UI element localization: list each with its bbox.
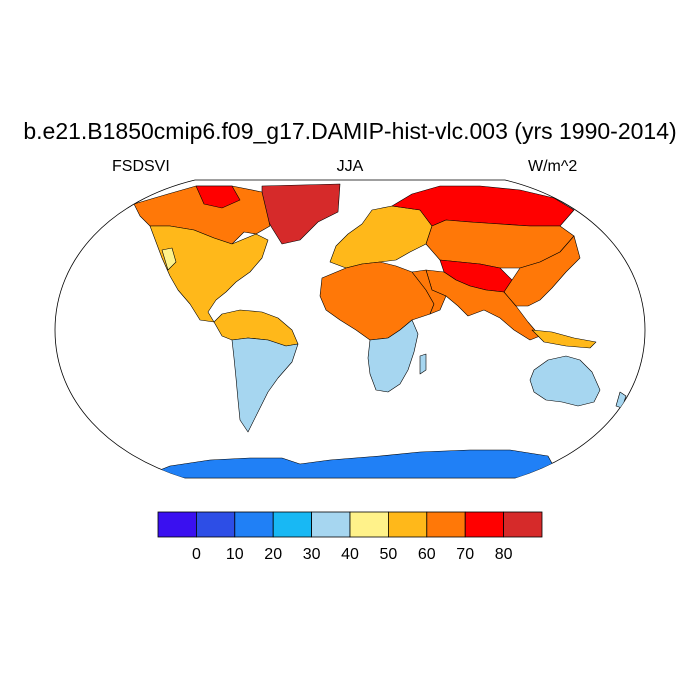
colorbar-box [426,511,466,538]
colorbar-box [157,511,197,538]
region-south-america-south [231,337,299,433]
region-south-asia [425,269,541,341]
colorbar-box [272,511,313,538]
colorbar-box [195,511,236,538]
figure-title: b.e21.B1850cmip6.f09_g17.DAMIP-hist-vlc.… [23,118,677,144]
region-western-north-america [161,247,177,271]
region-north-america [149,225,269,323]
colorbar-box [349,511,389,538]
colorbar-tick-label: 40 [341,546,359,563]
colorbar-box [464,511,505,538]
region-arctic-islands [195,185,241,209]
variable-label: FSDSVI [112,158,170,175]
region-africa-north [319,261,435,341]
colorbar-tick-label: 20 [264,546,282,563]
region-australia [529,355,601,407]
region-africa-south [367,319,419,393]
region-east-asia [503,235,581,307]
colorbar-tick-label: 80 [495,546,513,563]
colorbar-boxes [157,511,543,538]
colorbar-tick-labels: 0 10 20 30 40 50 60 70 80 [192,546,513,563]
colorbar-tick-label: 50 [380,546,398,563]
colorbar-tick-label: 30 [303,546,321,563]
colorbar-box [234,511,274,538]
colorbar-tick-label: 10 [226,546,244,563]
colorbar-box [311,511,351,538]
colorbar-box [387,511,428,538]
colorbar-tick-label: 60 [418,546,436,563]
region-arabia [411,269,447,315]
region-madagascar [419,353,427,375]
region-indonesia [531,329,597,349]
colorbar-box [503,511,543,538]
season-label: JJA [336,158,364,175]
colorbar-tick-label: 70 [456,546,474,563]
units-label: W/m^2 [528,158,578,175]
colorbar-tick-label: 0 [192,546,201,563]
